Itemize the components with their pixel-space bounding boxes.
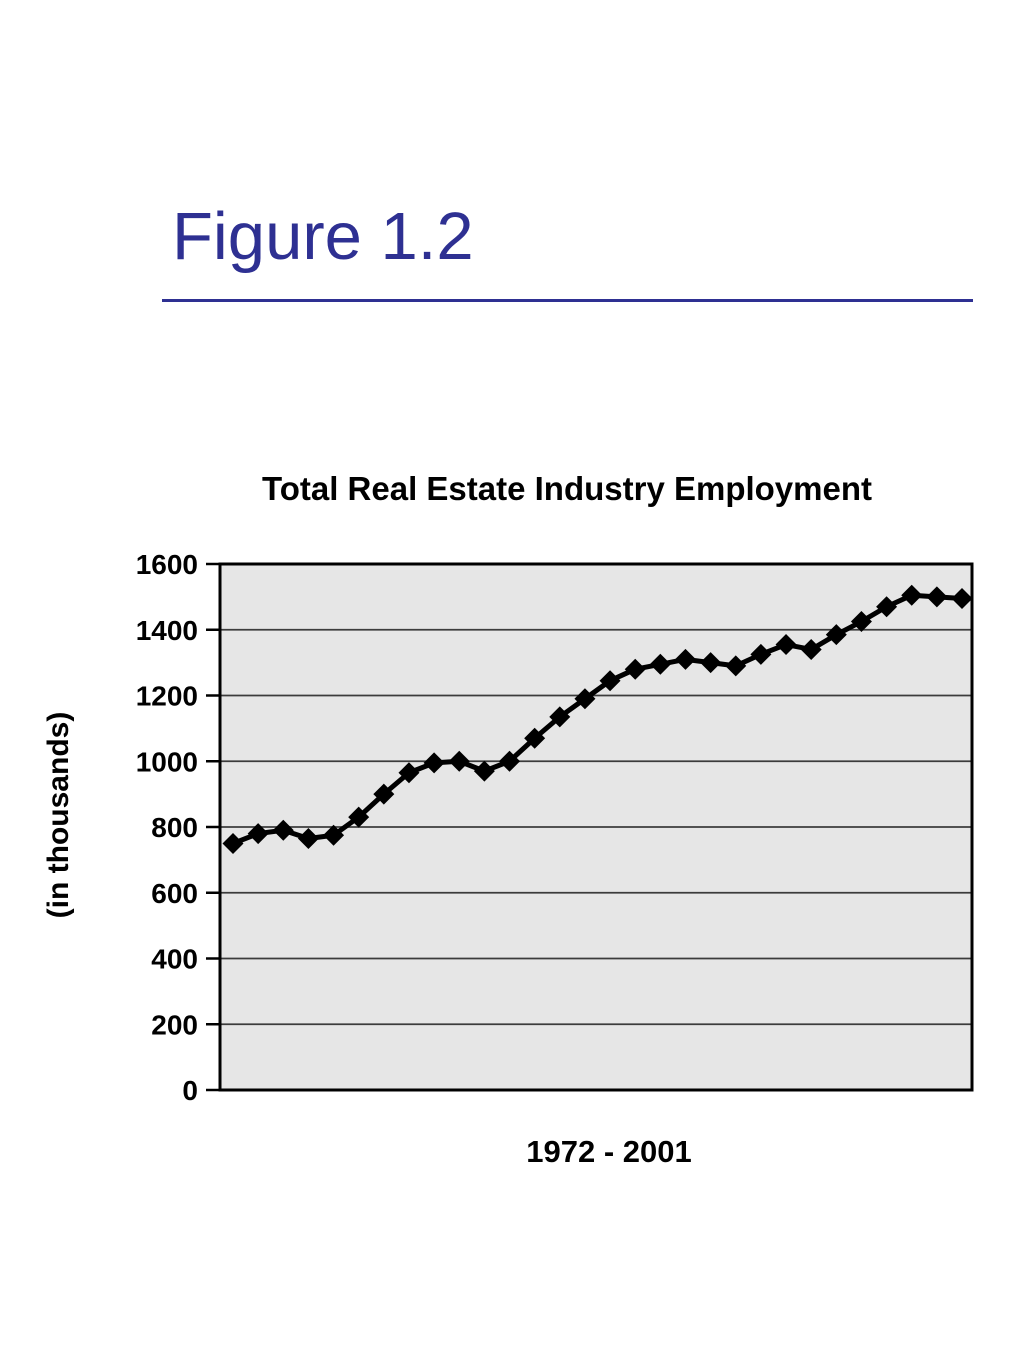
data-point-marker — [624, 658, 646, 680]
data-point-marker — [524, 727, 546, 749]
data-point-marker — [901, 584, 923, 606]
data-point-marker — [323, 824, 345, 846]
data-point-marker — [398, 762, 420, 784]
data-point-marker — [674, 648, 696, 670]
data-point-marker — [423, 752, 445, 774]
slide-title: Figure 1.2 — [172, 199, 474, 274]
y-tick-label: 1200 — [136, 681, 198, 712]
data-point-marker — [247, 823, 269, 845]
data-point-marker — [373, 783, 395, 805]
employment-chart: Total Real Estate Industry Employment 0 2… — [40, 440, 1010, 1220]
y-tick-label: 0 — [182, 1075, 198, 1106]
data-point-marker — [725, 655, 747, 677]
chart-title: Total Real Estate Industry Employment — [262, 470, 872, 507]
title-divider-rule — [162, 299, 973, 302]
line-chart-canvas: Total Real Estate Industry Employment 0 2… — [42, 470, 974, 1169]
x-axis-label: 1972 - 2001 — [526, 1134, 691, 1169]
data-point-marker — [850, 611, 872, 633]
data-point-marker — [599, 670, 621, 692]
data-point-marker — [750, 643, 772, 665]
data-point-marker — [348, 806, 370, 828]
data-point-marker — [800, 638, 822, 660]
data-point-marker — [649, 653, 671, 675]
data-point-marker — [926, 586, 948, 608]
data-point-marker — [574, 688, 596, 710]
data-point-marker — [473, 760, 495, 782]
data-point-marker — [775, 634, 797, 656]
data-point-marker — [825, 624, 847, 646]
data-point-marker — [876, 596, 898, 618]
y-axis-label: (in thousands) — [42, 712, 75, 919]
plot-area: 0 200 400 600 800 1000 1200 1400 1600 — [136, 549, 974, 1106]
data-point-marker — [700, 652, 722, 674]
data-point-marker — [297, 828, 319, 850]
y-tick-label: 1400 — [136, 615, 198, 646]
data-point-marker — [448, 750, 470, 772]
data-point-marker — [549, 706, 571, 728]
data-point-marker — [951, 588, 973, 610]
y-tick-label: 600 — [151, 878, 198, 909]
y-tick-label: 200 — [151, 1009, 198, 1040]
y-tick-label: 800 — [151, 812, 198, 843]
data-point-marker — [222, 832, 244, 854]
y-tick-label: 1000 — [136, 746, 198, 777]
y-tick-label: 1600 — [136, 549, 198, 580]
data-point-marker — [272, 819, 294, 841]
y-tick-label: 400 — [151, 944, 198, 975]
data-point-marker — [499, 750, 521, 772]
